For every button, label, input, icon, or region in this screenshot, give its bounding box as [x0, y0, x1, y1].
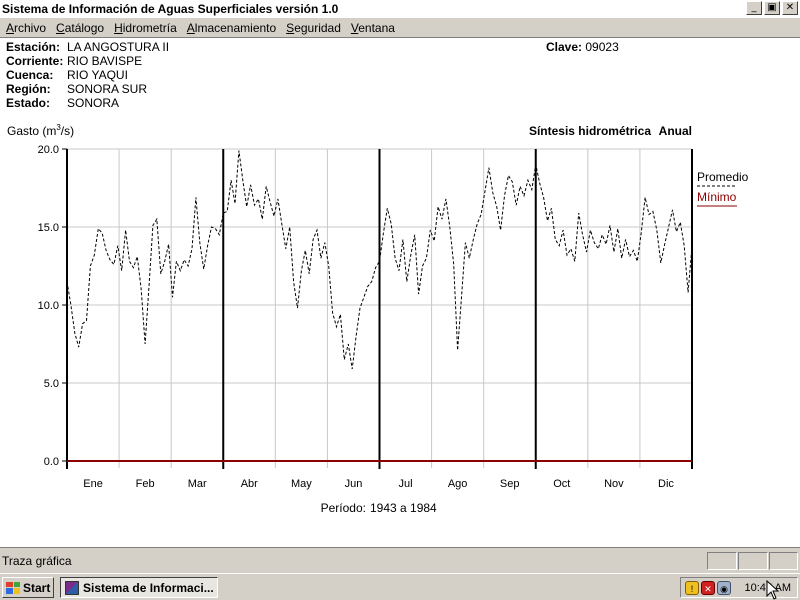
- menu-label-rest: entana: [358, 20, 395, 35]
- menu-archivo[interactable]: Archivo: [2, 21, 50, 35]
- status-panel-1: [707, 552, 737, 570]
- x-tick-label: Mar: [188, 478, 207, 490]
- period-label: Período:: [321, 501, 366, 515]
- legend-label: Mínimo: [697, 190, 737, 204]
- menu-bar: Archivo Catálogo Hidrometría Almacenamiento…: [0, 18, 800, 38]
- menu-ventana[interactable]: Ventana: [347, 21, 399, 35]
- y-tick-label: 10.0: [38, 300, 59, 312]
- status-panel-2: [738, 552, 768, 570]
- app-icon: [65, 580, 79, 595]
- menu-accel: C: [56, 20, 65, 35]
- legend-label: Promedio: [697, 170, 749, 184]
- station-field-label: Estación:: [6, 40, 61, 54]
- menu-label-rest: eguridad: [294, 20, 341, 35]
- x-tick-label: Abr: [241, 478, 258, 490]
- x-tick-label: Sep: [500, 478, 520, 490]
- taskbar-app-label: Sistema de Informaci...: [83, 580, 214, 595]
- window-controls: _ ▣ ✕: [746, 1, 798, 15]
- station-field-row: Estación: LA ANGOSTURA II: [6, 40, 169, 54]
- network-icon[interactable]: ◉: [717, 580, 731, 595]
- windows-logo-icon: [6, 581, 20, 594]
- station-field-label: Cuenca:: [6, 68, 54, 82]
- start-label: Start: [23, 580, 51, 595]
- menu-accel: A: [186, 20, 195, 35]
- x-tick-label: Jun: [345, 478, 363, 490]
- menu-label-rest: lmacenamiento: [194, 20, 277, 35]
- y-tick-label: 20.0: [38, 144, 59, 156]
- menu-hidrometria[interactable]: Hidrometría: [110, 21, 181, 35]
- menu-almacenamiento[interactable]: Almacenamiento: [183, 21, 280, 35]
- y-tick-label: 0.0: [44, 456, 59, 468]
- station-field-row: Cuenca: RIO YAQUI: [6, 68, 169, 82]
- hydrometric-chart: Gasto (m3/s) Síntesis hidrométrica Anual 0.…: [7, 123, 749, 515]
- station-field-label: Corriente:: [6, 54, 64, 68]
- station-field-label: Región:: [6, 82, 51, 96]
- station-field-label: Estado:: [6, 96, 51, 110]
- menu-catalogo[interactable]: Catálogo: [52, 21, 108, 35]
- x-tick-label: Oct: [553, 478, 570, 490]
- station-field-value: SONORA SUR: [67, 82, 148, 96]
- x-tick-label: Feb: [136, 478, 155, 490]
- taskbar: Start Sistema de Informaci... ! ✕ ◉ 10:4…: [0, 573, 800, 600]
- chart-subtitle: Anual: [659, 124, 692, 138]
- x-tick-label: Jul: [399, 478, 413, 490]
- menu-label-rest: atálogo: [64, 20, 105, 35]
- system-tray: ! ✕ ◉ 10:47 AM: [680, 577, 798, 598]
- status-panel-3: [769, 552, 798, 570]
- title-bar[interactable]: Sistema de Información de Aguas Superfic…: [0, 0, 800, 18]
- close-button[interactable]: ✕: [782, 1, 798, 15]
- clave-field: Clave: 09023: [546, 40, 619, 54]
- x-tick-label: Ene: [83, 478, 103, 490]
- menu-accel: H: [114, 20, 123, 35]
- x-tick-label: Dic: [658, 478, 674, 490]
- maximize-button[interactable]: ▣: [764, 1, 780, 15]
- security-alert-icon[interactable]: ✕: [701, 580, 715, 595]
- x-tick-label: Nov: [604, 478, 624, 490]
- menu-accel: V: [350, 20, 359, 35]
- period-value: 1943 a 1984: [370, 501, 437, 515]
- station-field-value: SONORA: [67, 96, 120, 110]
- y-axis-label-end: /s): [61, 124, 74, 138]
- station-info: Estación: LA ANGOSTURA II Corriente: RIO BA…: [6, 40, 169, 110]
- shield-icon[interactable]: !: [685, 580, 699, 595]
- y-tick-label: 5.0: [44, 378, 59, 390]
- minimize-button[interactable]: _: [746, 1, 762, 15]
- menu-label-rest: idrometría: [122, 20, 177, 35]
- menu-seguridad[interactable]: Seguridad: [282, 21, 345, 35]
- station-field-row: Estado: SONORA: [6, 96, 169, 110]
- status-bar: Traza gráfica: [0, 550, 800, 572]
- menu-label-rest: rchivo: [14, 20, 47, 35]
- window-title: Sistema de Información de Aguas Superfic…: [2, 2, 339, 16]
- station-field-value: RIO YAQUI: [67, 68, 128, 82]
- station-field-value: RIO BAVISPE: [67, 54, 143, 68]
- clave-value: 09023: [585, 40, 619, 54]
- y-axis-label-main: Gasto (m: [7, 124, 56, 138]
- mouse-cursor-icon: [766, 580, 780, 600]
- menu-accel: S: [286, 20, 295, 35]
- menu-accel: A: [6, 20, 15, 35]
- clave-label: Clave:: [546, 40, 583, 54]
- chart-window: Estación: LA ANGOSTURA II Corriente: RIO BA…: [0, 38, 800, 548]
- x-tick-label: May: [291, 478, 312, 490]
- y-tick-label: 15.0: [38, 222, 59, 234]
- x-tick-label: Ago: [448, 478, 468, 490]
- taskbar-app-button[interactable]: Sistema de Informaci...: [60, 577, 218, 598]
- status-text: Traza gráfica: [2, 554, 72, 568]
- start-button[interactable]: Start: [2, 577, 54, 598]
- station-field-row: Corriente: RIO BAVISPE: [6, 54, 169, 68]
- y-axis-label-sup: 3: [56, 123, 61, 132]
- station-field-row: Región: SONORA SUR: [6, 82, 169, 96]
- chart-title: Síntesis hidrométrica: [529, 124, 651, 138]
- y-axis-label: Gasto (m3/s): [7, 123, 74, 138]
- station-field-value: LA ANGOSTURA II: [67, 40, 170, 54]
